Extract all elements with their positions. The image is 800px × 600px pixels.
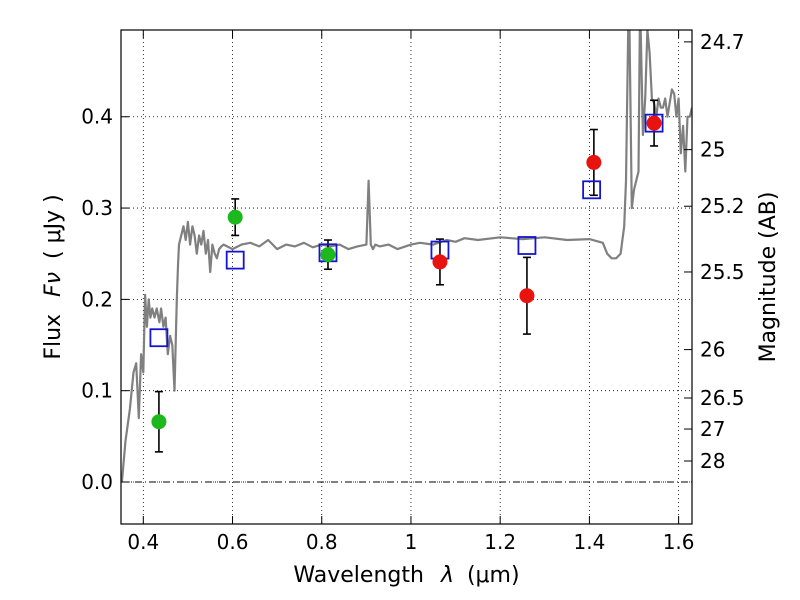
x-tick-label: 1.2 — [484, 530, 516, 554]
x-tick-label: 0.4 — [127, 530, 159, 554]
x-tick-label: 0.6 — [217, 530, 249, 554]
x-tick-label: 1.6 — [663, 530, 695, 554]
x-tick-label: 1 — [405, 530, 418, 554]
plot-frame — [120, 29, 693, 525]
y2-tick-label: 26 — [700, 338, 725, 362]
red-data-point — [646, 115, 662, 131]
y2-tick-label: 24.7 — [700, 30, 745, 54]
observed-points — [151, 115, 662, 430]
red-data-point — [586, 154, 602, 170]
green-data-point — [320, 247, 336, 263]
y2-axis-label: Magnitude (AB) — [756, 192, 781, 363]
model-box-marker — [225, 250, 245, 270]
y-axis-label: Flux Fν ( μJy ) — [41, 194, 66, 359]
error-bars — [154, 99, 659, 453]
green-data-point — [151, 414, 167, 430]
y2-tick-label: 25.5 — [700, 260, 745, 284]
model-box-marker — [149, 328, 169, 348]
y-axis-label-text: Flux — [41, 314, 66, 360]
y-tick-label: 0.0 — [81, 470, 113, 494]
x-axis-label-unit: (μm) — [467, 563, 520, 588]
y2-tick-label: 26.5 — [700, 386, 745, 410]
x-tick-label: 1.4 — [573, 530, 605, 554]
y-tick-label: 0.2 — [81, 287, 113, 311]
template-spectrum-line — [121, 30, 692, 483]
y2-tick-label: 27 — [700, 417, 725, 441]
x-tick-label: 0.8 — [306, 530, 338, 554]
y-axis-label-unit: ( μJy ) — [41, 194, 66, 259]
x-axis-label-symbol: λ — [440, 563, 454, 588]
axis-ticks — [121, 30, 692, 524]
model-box-marker — [517, 236, 537, 255]
y-tick-label: 0.3 — [81, 196, 113, 220]
x-tick-labels: 0.4 0.6 0.8 1 1.2 1.4 1.6 — [127, 530, 694, 554]
y2-tick-label: 25.2 — [700, 194, 745, 218]
grid-lines — [121, 30, 692, 524]
y-tick-labels: 0.0 0.1 0.2 0.3 0.4 — [81, 105, 113, 494]
red-data-point — [519, 288, 535, 304]
plot-area — [121, 30, 692, 483]
y-tick-label: 0.1 — [81, 379, 113, 403]
model-box-marker — [644, 113, 664, 133]
x-axis-label: Wavelength λ (μm) — [293, 563, 519, 588]
y2-tick-label: 28 — [700, 449, 725, 473]
y2-tick-label: 25 — [700, 138, 725, 162]
x-axis-label-text: Wavelength — [293, 563, 424, 588]
y2-tick-labels: 24.7 25 25.2 25.5 26 26.5 27 28 — [700, 30, 745, 473]
model-photometry-boxes — [149, 113, 664, 348]
green-data-point — [227, 209, 243, 225]
y-axis-label-symbol: Fν — [41, 272, 66, 297]
y-tick-label: 0.4 — [81, 105, 113, 129]
model-box-marker — [582, 180, 602, 200]
red-data-point — [432, 254, 448, 270]
